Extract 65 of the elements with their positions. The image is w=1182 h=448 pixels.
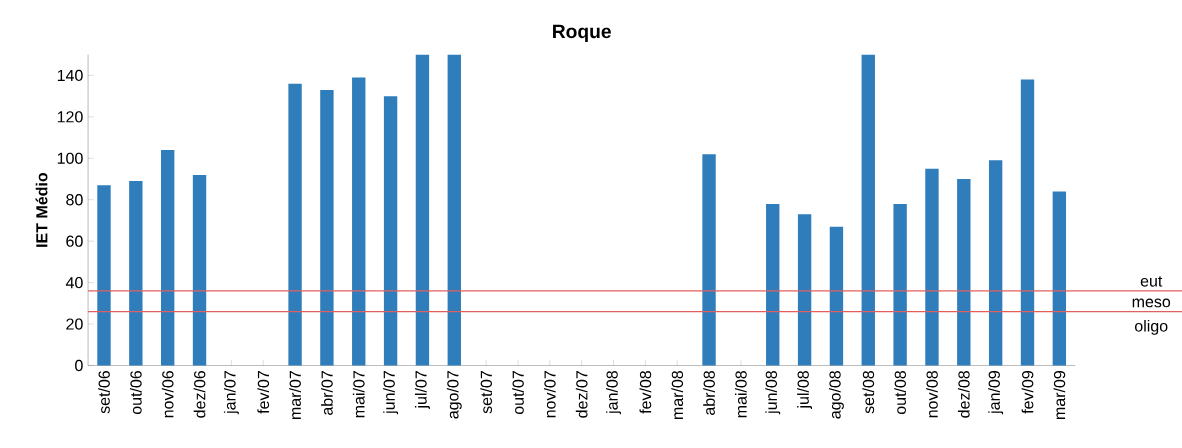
x-tick-label: mar/09 — [1053, 370, 1066, 419]
x-tick-label: dez/06 — [193, 370, 206, 418]
x-tick-label: nov/06 — [161, 370, 174, 418]
bar — [288, 83, 302, 366]
x-tick-label: jun/07 — [383, 370, 399, 415]
bar — [1020, 79, 1035, 366]
text: eut — [1140, 276, 1163, 287]
x-tick-label: jun/08 — [765, 370, 781, 415]
x-tick-label: abr/07 — [321, 370, 333, 415]
x-tick-label: abr/08 — [703, 370, 715, 415]
bar — [893, 203, 907, 366]
x-tick-label: mai/07 — [352, 370, 365, 418]
bar — [352, 77, 366, 366]
x-tick-label: dez/07 — [575, 370, 588, 418]
bar — [415, 54, 430, 366]
x-tick-label: fev/07 — [257, 370, 270, 414]
x-tick-label: mar/07 — [289, 370, 301, 419]
x-tick-label: mai/08 — [735, 370, 747, 418]
y-axis-title: IET Médio — [35, 172, 48, 247]
bar — [160, 149, 175, 366]
x-tick-label: jan/09 — [988, 370, 1004, 415]
bar — [988, 160, 1003, 366]
y-tick-label: 20 — [66, 318, 83, 330]
x-tick-label: jan/08 — [606, 370, 621, 415]
x-tick-label: set/07 — [480, 370, 492, 414]
text: oligo — [1134, 319, 1168, 335]
x-tick-label: jan/07 — [223, 370, 239, 415]
x-tick-label: fev/08 — [639, 370, 652, 414]
x-tick-label: ago/08 — [828, 370, 844, 419]
y-tick-label: 100 — [57, 152, 83, 164]
bar — [1052, 191, 1067, 366]
x-tick-label: nov/07 — [543, 370, 556, 418]
x-tick-label: out/08 — [894, 370, 906, 414]
x-tick-label: mar/08 — [671, 370, 684, 419]
bar — [447, 54, 461, 366]
y-tick-label: 0 — [75, 359, 83, 372]
bar — [797, 214, 812, 366]
bar — [957, 178, 971, 366]
y-tick-label: 120 — [57, 111, 83, 123]
x-tick-label: set/08 — [862, 370, 875, 414]
bar — [320, 89, 334, 366]
x-tick-label: jul/08 — [797, 370, 813, 409]
y-tick-label: 140 — [57, 69, 83, 81]
y-tick-label: 40 — [65, 276, 83, 289]
x-tick-label: out/07 — [512, 370, 524, 414]
bar — [192, 174, 207, 366]
bar — [829, 226, 844, 366]
x-tick-label: ago/07 — [446, 370, 462, 419]
bar — [383, 96, 398, 366]
x-tick-label: set/06 — [98, 370, 110, 414]
x-tick-label: out/06 — [129, 370, 142, 414]
bar — [925, 168, 939, 366]
bar — [129, 180, 143, 366]
x-tick-label: dez/08 — [957, 370, 970, 418]
bar — [861, 54, 875, 366]
y-tick-label: 80 — [66, 193, 83, 206]
x-tick-label: nov/08 — [926, 370, 938, 418]
bar — [97, 185, 111, 366]
x-tick-label: fev/09 — [1021, 370, 1034, 414]
y-tick-label: 60 — [66, 235, 83, 247]
text: meso — [1132, 298, 1171, 308]
bar — [702, 154, 716, 366]
bar — [766, 203, 780, 366]
chart-title: Roque — [553, 24, 611, 42]
x-tick-label: jul/07 — [414, 370, 430, 409]
